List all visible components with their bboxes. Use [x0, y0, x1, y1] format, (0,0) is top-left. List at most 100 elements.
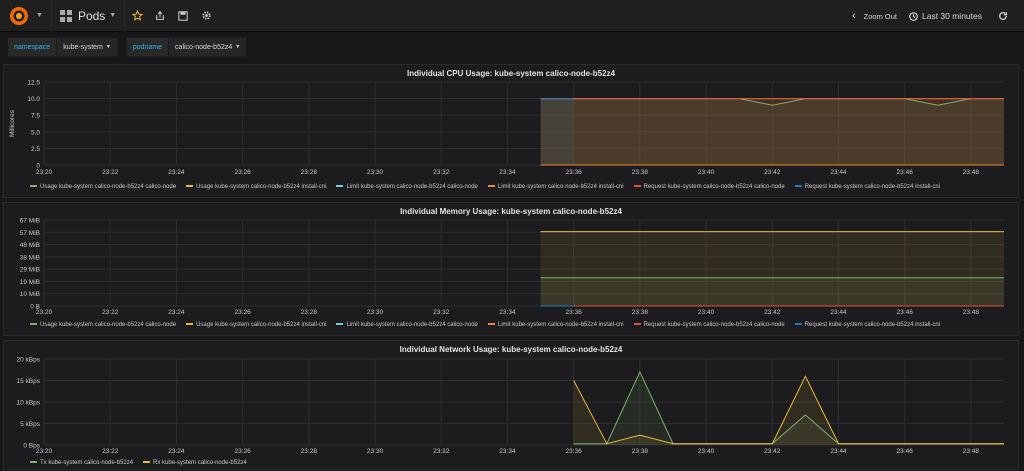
refresh-button[interactable] — [992, 0, 1014, 32]
x-tick-label: 23:20 — [36, 169, 53, 176]
legend-swatch — [336, 323, 344, 326]
legend-label: Limit kube-system calico-node-b52z4 inst… — [497, 184, 624, 190]
grid-icon — [59, 9, 72, 22]
x-tick-label: 23:32 — [433, 448, 450, 455]
x-tick-label: 23:22 — [102, 448, 119, 455]
x-tick-label: 23:34 — [499, 448, 516, 455]
panel-title[interactable]: Individual CPU Usage: kube-system calico… — [406, 69, 616, 78]
legend-swatch — [794, 185, 802, 188]
share-button[interactable] — [149, 0, 171, 32]
legend-item[interactable]: Usage kube-system calico-node-b52z4 inst… — [186, 184, 326, 190]
legend-swatch — [186, 323, 194, 326]
y-tick-label: 0 B — [30, 304, 40, 311]
legend-swatch — [30, 323, 37, 326]
x-tick-label: 23:38 — [632, 169, 649, 176]
legend-label: Request kube-system calico-node-b52z4 ca… — [643, 184, 785, 190]
memory-usage-chart[interactable]: 0 B 10 MiB 19 MiB 29 MiB 38 MiB 48 MiB 57 MiB 6… — [4, 203, 1020, 337]
legend-item[interactable]: Limit kube-system calico-node-b52z4 cali… — [336, 184, 478, 190]
series-area — [540, 98, 1004, 165]
y-tick-label: 15 kBps — [17, 378, 41, 385]
series-area — [540, 98, 1004, 165]
series-area — [540, 98, 574, 165]
legend-item[interactable]: Limit kube-system calico-node-b52z4 cali… — [336, 322, 478, 328]
x-tick-label: 23:48 — [963, 309, 980, 316]
menu-caret-icon[interactable]: ▼ — [36, 12, 43, 19]
legend-item[interactable]: Limit kube-system calico-node-b52z4 inst… — [487, 322, 624, 328]
legend-item[interactable]: Request kube-system calico-node-b52z4 in… — [794, 322, 941, 328]
x-tick-label: 23:46 — [897, 448, 914, 455]
x-tick-label: 23:30 — [367, 448, 384, 455]
legend-label: Limit kube-system calico-node-b52z4 cali… — [346, 322, 478, 328]
y-tick-label: 0 — [36, 163, 40, 170]
x-tick-label: 23:38 — [632, 309, 649, 316]
x-tick-label: 23:20 — [36, 309, 53, 316]
y-tick-label: 7.5 — [31, 113, 40, 120]
legend-label: Request kube-system calico-node-b52z4 ca… — [643, 322, 785, 328]
legend-label: Limit kube-system calico-node-b52z4 inst… — [497, 322, 624, 328]
legend-item[interactable]: Request kube-system calico-node-b52z4 ca… — [633, 184, 785, 190]
x-tick-label: 23:44 — [830, 169, 847, 176]
legend-item[interactable]: Rx kube-system calico-node-b52z4 — [143, 460, 247, 466]
x-tick-label: 23:40 — [698, 169, 715, 176]
legend-swatch — [186, 185, 194, 188]
legend-item[interactable]: Usage kube-system calico-node-b52z4 inst… — [186, 322, 326, 328]
legend-item[interactable]: Request kube-system calico-node-b52z4 in… — [794, 184, 940, 190]
legend-swatch — [336, 185, 344, 188]
x-tick-label: 23:38 — [632, 448, 649, 455]
y-tick-label: 29 MiB — [20, 267, 40, 274]
x-tick-label: 23:48 — [963, 169, 980, 176]
y-tick-label: 38 MiB — [20, 254, 40, 261]
legend-swatch — [794, 323, 802, 326]
settings-button[interactable] — [195, 0, 217, 32]
time-range-picker[interactable]: Last 30 minutes — [903, 0, 988, 32]
network-usage-chart[interactable]: 0 Bps 5 kBps 10 kBps 15 kBps 20 kBps 23:20 23:… — [4, 341, 1020, 471]
x-tick-label: 23:42 — [764, 309, 781, 316]
legend-label: Usage kube-system calico-node-b52z4 inst… — [196, 184, 327, 190]
panel-title[interactable]: Individual Network Usage: kube-system ca… — [399, 345, 623, 354]
panel-title[interactable]: Individual Memory Usage: kube-system cal… — [400, 207, 622, 216]
namespace-select[interactable]: kube-system ▼ — [57, 37, 118, 57]
save-button[interactable] — [172, 0, 194, 32]
zoom-out-button[interactable]: ‹ Zoom Out — [846, 0, 903, 32]
x-tick-label: 23:34 — [499, 309, 516, 316]
y-tick-label: 12.5 — [27, 80, 40, 87]
x-tick-label: 23:26 — [234, 169, 251, 176]
grafana-logo-icon[interactable] — [4, 1, 34, 31]
x-tick-label: 23:30 — [367, 309, 384, 316]
x-tick-label: 23:20 — [36, 448, 53, 455]
legend-swatch — [633, 323, 641, 326]
legend-item[interactable]: Tx kube-system calico-node-b52z4 — [30, 460, 133, 466]
legend-swatch — [487, 185, 495, 188]
legend-label: Rx kube-system calico-node-b52z4 — [153, 460, 247, 466]
zoom-out-label: Zoom Out — [863, 11, 897, 21]
x-tick-label: 23:26 — [234, 309, 251, 316]
podname-select[interactable]: calico-node-b52z4 ▼ — [169, 37, 248, 57]
legend-swatch — [30, 185, 37, 188]
x-tick-label: 23:46 — [897, 169, 914, 176]
memory-usage-panel: Individual Memory Usage: kube-system cal… — [3, 202, 1019, 336]
y-tick-label: 48 MiB — [20, 242, 40, 249]
legend-label: Request kube-system calico-node-b52z4 in… — [804, 322, 941, 328]
legend-item[interactable]: Request kube-system calico-node-b52z4 ca… — [633, 322, 785, 328]
series-line — [573, 375, 1004, 445]
x-tick-label: 23:34 — [499, 169, 516, 176]
legend-label: Tx kube-system calico-node-b52z4 — [40, 460, 134, 466]
legend-swatch — [30, 461, 37, 464]
cpu-usage-chart[interactable]: 0 2.5 5.0 7.5 10.0 12.5 23:20 23:22 23:24 23:26 23… — [4, 65, 1020, 199]
x-tick-label: 23:28 — [301, 448, 318, 455]
x-tick-label: 23:44 — [830, 309, 847, 316]
caret-down-icon: ▼ — [235, 44, 241, 50]
x-tick-label: 23:24 — [168, 169, 185, 176]
legend-item[interactable]: Limit kube-system calico-node-b52z4 inst… — [487, 184, 624, 190]
y-tick-label: 5 kBps — [20, 421, 41, 428]
legend-item[interactable]: Usage kube-system calico-node-b52z4 cali… — [30, 184, 176, 190]
legend-label: Usage kube-system calico-node-b52z4 cali… — [40, 184, 177, 190]
x-tick-label: 23:30 — [367, 169, 384, 176]
legend-item[interactable]: Usage kube-system calico-node-b52z4 cali… — [30, 322, 176, 328]
star-button[interactable] — [126, 0, 148, 32]
network-usage-panel: Individual Network Usage: kube-system ca… — [3, 340, 1019, 470]
variable-label: namespace — [7, 37, 58, 57]
chart-legend: Usage kube-system calico-node-b52z4 cali… — [30, 322, 940, 328]
x-tick-label: 23:42 — [764, 169, 781, 176]
dashboard-picker[interactable]: Pods ▼ — [50, 0, 126, 32]
